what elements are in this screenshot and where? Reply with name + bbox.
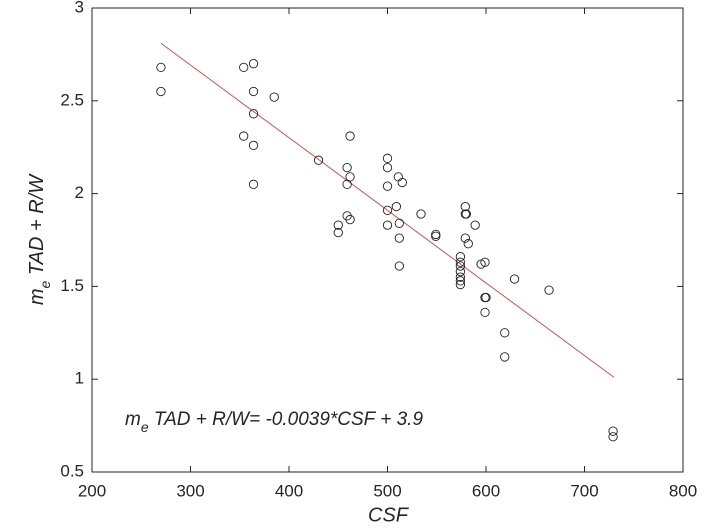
y-tick-label: 3 (75, 0, 84, 16)
point (382, 220, 393, 230)
x-tick-label: 700 (570, 481, 598, 500)
point (416, 209, 426, 219)
point (509, 274, 520, 284)
y-tick-label: 1 (75, 369, 84, 388)
point (345, 131, 355, 141)
point (313, 155, 324, 165)
point (394, 261, 404, 271)
point (382, 181, 393, 191)
point (394, 218, 404, 228)
point (500, 328, 510, 338)
point (455, 276, 466, 286)
annotation-base: m (125, 409, 141, 430)
point (248, 179, 259, 189)
point (463, 239, 473, 249)
point (455, 272, 466, 282)
plot-frame (91, 7, 684, 473)
x-axis-label: CSF (368, 504, 410, 526)
point (608, 426, 618, 436)
y-tick-label: 1.5 (60, 276, 84, 295)
y-tick-label: 2 (75, 183, 84, 202)
annotation: me TAD + R/W= -0.0039*CSF + 3.9 (125, 409, 423, 435)
point (500, 352, 510, 362)
point (382, 205, 393, 215)
x-tick-label: 400 (275, 481, 303, 500)
point (397, 177, 407, 188)
point (239, 131, 249, 141)
point (345, 214, 355, 225)
y-tick-label: 0.5 (60, 461, 84, 480)
y-label-rest: TAD + R/W (26, 173, 48, 281)
point (342, 211, 352, 221)
annotation-sub: e (141, 419, 149, 435)
x-tick-label: 800 (669, 481, 697, 500)
point (455, 266, 466, 277)
point (382, 153, 393, 163)
point (248, 140, 259, 150)
point (460, 233, 470, 243)
point (239, 62, 249, 73)
point (455, 252, 466, 262)
point (393, 172, 403, 182)
point (544, 285, 554, 295)
point (248, 86, 259, 97)
point (480, 307, 490, 318)
point (455, 279, 466, 290)
y-axis-label: me TAD + R/W (26, 173, 52, 305)
point (269, 92, 279, 102)
point (394, 233, 404, 243)
point (333, 227, 343, 238)
x-tick-label: 500 (373, 481, 401, 500)
y-label-sub: e (37, 280, 53, 288)
point (156, 86, 166, 97)
y-label-base: m (26, 288, 48, 305)
point (431, 231, 441, 241)
point (342, 179, 352, 189)
point (481, 292, 491, 303)
point (461, 209, 471, 219)
point (248, 109, 259, 119)
point (431, 229, 441, 240)
point (382, 162, 393, 173)
x-tick-label: 200 (78, 481, 106, 500)
point (460, 201, 470, 212)
annotation-rest: TAD + R/W= -0.0039*CSF + 3.9 (149, 409, 424, 430)
point (391, 201, 402, 212)
point (470, 220, 480, 230)
point (455, 257, 466, 267)
y-tick-label: 2.5 (60, 90, 84, 109)
x-tick-label: 300 (176, 481, 204, 500)
x-tick-label: 600 (472, 481, 500, 500)
point (342, 162, 352, 173)
point (333, 220, 343, 230)
point (480, 257, 490, 267)
point (608, 432, 618, 442)
fit-line (160, 42, 615, 378)
point (156, 62, 166, 73)
point (248, 59, 259, 69)
point (455, 261, 466, 271)
